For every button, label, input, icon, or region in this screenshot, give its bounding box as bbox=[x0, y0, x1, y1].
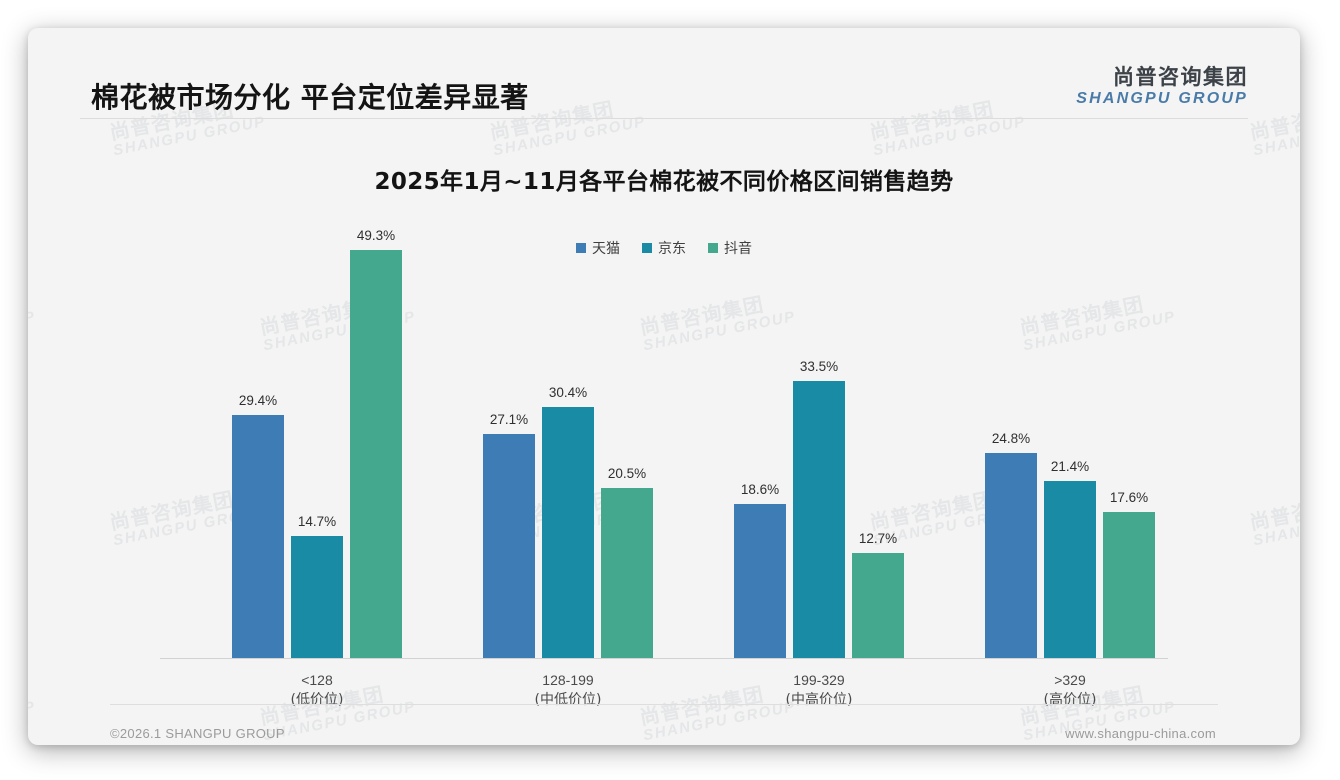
bar-value-label: 20.5% bbox=[607, 466, 647, 481]
legend-label: 天猫 bbox=[592, 241, 620, 257]
slide-card: 尚普咨询集团 SHANGPU GROUP 尚普咨询集团 SHANGPU GROUP 尚普… bbox=[28, 28, 1300, 745]
brand-logo-en: SHANGPU GROUP bbox=[1076, 89, 1248, 107]
bar-rect bbox=[542, 407, 594, 658]
bar-京东-199-329[interactable]: 33.5% bbox=[793, 353, 845, 658]
bar-group-128-199: 27.1% 30.4% 20.5% bbox=[483, 158, 653, 658]
brand-logo: 尚普咨询集团 SHANGPU GROUP bbox=[1076, 65, 1248, 107]
legend-swatch-icon bbox=[576, 243, 586, 253]
header-divider bbox=[80, 118, 1248, 119]
footer-divider bbox=[110, 704, 1218, 705]
bar-value-label: 33.5% bbox=[799, 359, 839, 374]
x-axis-tick-sublabel: (中低价位) bbox=[534, 692, 602, 709]
legend-label: 京东 bbox=[658, 241, 686, 257]
bar-京东->329[interactable]: 21.4% bbox=[1044, 453, 1096, 658]
legend-label: 抖音 bbox=[724, 241, 752, 257]
bar-抖音-128-199[interactable]: 20.5% bbox=[601, 460, 653, 658]
legend-item-京东[interactable]: 京东 bbox=[642, 238, 686, 258]
x-axis-tick-label: 128-199 bbox=[542, 672, 594, 688]
bar-抖音->329[interactable]: 17.6% bbox=[1103, 484, 1155, 658]
brand-logo-cn: 尚普咨询集团 bbox=[1113, 65, 1248, 89]
plot-area: 29.4% 14.7% 49.3% <128 (低价位) 27.1% 30.4% 20.5% 1… bbox=[28, 118, 1300, 708]
bar-group->329: 24.8% 21.4% 17.6% bbox=[985, 158, 1155, 658]
bar-rect bbox=[734, 504, 786, 658]
legend-item-抖音[interactable]: 抖音 bbox=[708, 238, 752, 258]
x-axis-tick-label: <128 bbox=[301, 672, 333, 688]
page-title: 棉花被市场分化 平台定位差异显著 bbox=[91, 81, 529, 114]
bar-value-label: 49.3% bbox=[356, 228, 396, 243]
legend-swatch-icon bbox=[642, 243, 652, 253]
bar-value-label: 30.4% bbox=[548, 385, 588, 400]
bar-京东-128-199[interactable]: 30.4% bbox=[542, 379, 594, 658]
bar-value-label: 21.4% bbox=[1050, 459, 1090, 474]
bar-value-label: 17.6% bbox=[1109, 490, 1149, 505]
bar-rect bbox=[852, 553, 904, 658]
bar-value-label: 24.8% bbox=[991, 431, 1031, 446]
bar-value-label: 12.7% bbox=[858, 531, 898, 546]
bar-rect bbox=[483, 434, 535, 658]
chart-title: 2025年1月~11月各平台棉花被不同价格区间销售趋势 bbox=[374, 169, 954, 195]
bar-rect bbox=[232, 415, 284, 658]
bar-天猫-<128[interactable]: 29.4% bbox=[232, 387, 284, 658]
bar-rect bbox=[1103, 512, 1155, 658]
bar-rect bbox=[985, 453, 1037, 658]
bar-group-199-329: 18.6% 33.5% 12.7% bbox=[734, 158, 904, 658]
bar-rect bbox=[601, 488, 653, 658]
chart-legend: 天猫 京东 抖音 bbox=[28, 238, 1300, 258]
bar-value-label: 14.7% bbox=[297, 514, 337, 529]
slide-footer: ©2026.1 SHANGPU GROUP www.shangpu-china.… bbox=[28, 718, 1300, 745]
bar-rect bbox=[1044, 481, 1096, 658]
x-axis-tick-sublabel: (低价位) bbox=[290, 692, 344, 709]
bar-天猫->329[interactable]: 24.8% bbox=[985, 425, 1037, 658]
bar-京东-<128[interactable]: 14.7% bbox=[291, 508, 343, 658]
bar-value-label: 29.4% bbox=[238, 393, 278, 408]
x-axis-tick-label: >329 bbox=[1054, 672, 1086, 688]
chart-region: 2025年1月~11月各平台棉花被不同价格区间销售趋势 天猫 京东 抖音 29.4%… bbox=[28, 118, 1300, 708]
x-axis-tick-label: 199-329 bbox=[793, 672, 845, 688]
legend-swatch-icon bbox=[708, 243, 718, 253]
bar-rect bbox=[793, 381, 845, 658]
bar-value-label: 18.6% bbox=[740, 482, 780, 497]
bar-rect bbox=[350, 250, 402, 658]
bar-天猫-199-329[interactable]: 18.6% bbox=[734, 476, 786, 658]
bar-抖音-<128[interactable]: 49.3% bbox=[350, 222, 402, 658]
footer-website-link[interactable]: www.shangpu-china.com bbox=[1065, 726, 1216, 741]
bar-group-<128: 29.4% 14.7% 49.3% bbox=[232, 158, 402, 658]
bar-抖音-199-329[interactable]: 12.7% bbox=[852, 525, 904, 658]
footer-copyright: ©2026.1 SHANGPU GROUP bbox=[110, 726, 285, 741]
x-axis-tick-sublabel: (中高价位) bbox=[785, 692, 853, 709]
bar-value-label: 27.1% bbox=[489, 412, 529, 427]
slide-header: 棉花被市场分化 平台定位差异显著 尚普咨询集团 SHANGPU GROUP bbox=[28, 28, 1300, 118]
bar-天猫-128-199[interactable]: 27.1% bbox=[483, 406, 535, 658]
bar-rect bbox=[291, 536, 343, 658]
x-axis-tick-sublabel: (高价位) bbox=[1043, 692, 1097, 709]
legend-item-天猫[interactable]: 天猫 bbox=[576, 238, 620, 258]
x-axis-line bbox=[160, 658, 1168, 659]
